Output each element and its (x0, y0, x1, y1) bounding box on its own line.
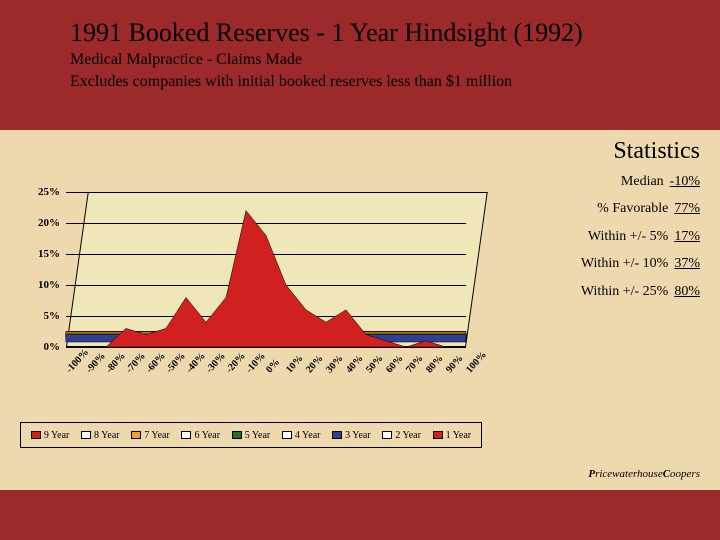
stats-heading: Statistics (613, 138, 700, 165)
stat-row: Within +/- 10%37% (581, 256, 700, 271)
legend-label: 2 Year (395, 430, 421, 441)
x-tick-label: 20% (304, 353, 326, 375)
x-axis-labels: -100%-90%-80%-70%-60%-50%-40%-30%-20%-10… (66, 350, 466, 390)
x-tick-label: 30% (324, 353, 346, 375)
x-tick-label: -30% (204, 351, 228, 376)
legend-swatch (181, 431, 191, 439)
legend-label: 3 Year (345, 430, 371, 441)
slide: 1991 Booked Reserves - 1 Year Hindsight … (0, 0, 720, 540)
legend-swatch (433, 431, 443, 439)
content-area: Statistics Median-10% % Favorable77% Withi… (0, 130, 720, 490)
legend-swatch (282, 431, 292, 439)
legend-item: 6 Year (181, 430, 220, 441)
legend-label: 1 Year (446, 430, 472, 441)
legend-item: 8 Year (81, 430, 120, 441)
x-tick-label: 50% (364, 353, 386, 375)
legend-item: 7 Year (131, 430, 170, 441)
slide-title: 1991 Booked Reserves - 1 Year Hindsight … (70, 18, 660, 48)
legend-label: 5 Year (245, 430, 271, 441)
legend-label: 7 Year (144, 430, 170, 441)
legend-swatch (382, 431, 392, 439)
x-tick-label: 60% (384, 353, 406, 375)
legend-item: 3 Year (332, 430, 371, 441)
legend-swatch (131, 431, 141, 439)
footer-logo: PricewaterhouseCoopers (588, 468, 700, 480)
legend-label: 9 Year (44, 430, 70, 441)
x-tick-label: 40% (344, 353, 366, 375)
stat-row: % Favorable77% (581, 201, 700, 216)
stat-row: Within +/- 5%17% (581, 229, 700, 244)
stat-row: Median-10% (581, 174, 700, 189)
series-1 Year (front) (66, 192, 496, 357)
area-chart: 0%5%10%15%20%25% -100%-90%-80%-70%-60%-5… (20, 192, 480, 412)
x-tick-label: -20% (224, 351, 248, 376)
legend-item: 9 Year (31, 430, 70, 441)
x-tick-label: -60% (144, 351, 168, 376)
legend-label: 4 Year (295, 430, 321, 441)
header: 1991 Booked Reserves - 1 Year Hindsight … (70, 18, 660, 92)
x-tick-label: -80% (104, 351, 128, 376)
legend-swatch (232, 431, 242, 439)
legend-item: 1 Year (433, 430, 472, 441)
legend-swatch (332, 431, 342, 439)
x-tick-label: 10% (284, 353, 306, 375)
slide-subtitle-2: Excludes companies with initial booked r… (70, 72, 660, 92)
x-tick-label: -10% (244, 351, 268, 376)
x-tick-label: -50% (164, 351, 188, 376)
legend-label: 8 Year (94, 430, 120, 441)
x-tick-label: 80% (424, 353, 446, 375)
x-tick-label: 0% (264, 357, 282, 376)
x-tick-label: -40% (184, 351, 208, 376)
legend-label: 6 Year (194, 430, 220, 441)
legend-item: 4 Year (282, 430, 321, 441)
chart-series (66, 192, 466, 347)
x-tick-label: 90% (444, 353, 466, 375)
legend-item: 2 Year (382, 430, 421, 441)
slide-subtitle-1: Medical Malpractice - Claims Made (70, 50, 660, 70)
stats-list: Median-10% % Favorable77% Within +/- 5%17%… (581, 174, 700, 311)
legend-swatch (31, 431, 41, 439)
chart-legend: 9 Year 8 Year 7 Year 6 Year 5 Year 4 Year 3 Ye… (20, 422, 482, 448)
plot-area (66, 192, 466, 347)
stat-row: Within +/- 25%80% (581, 284, 700, 299)
legend-item: 5 Year (232, 430, 271, 441)
x-tick-label: -70% (124, 351, 148, 376)
x-tick-label: 70% (404, 353, 426, 375)
legend-swatch (81, 431, 91, 439)
